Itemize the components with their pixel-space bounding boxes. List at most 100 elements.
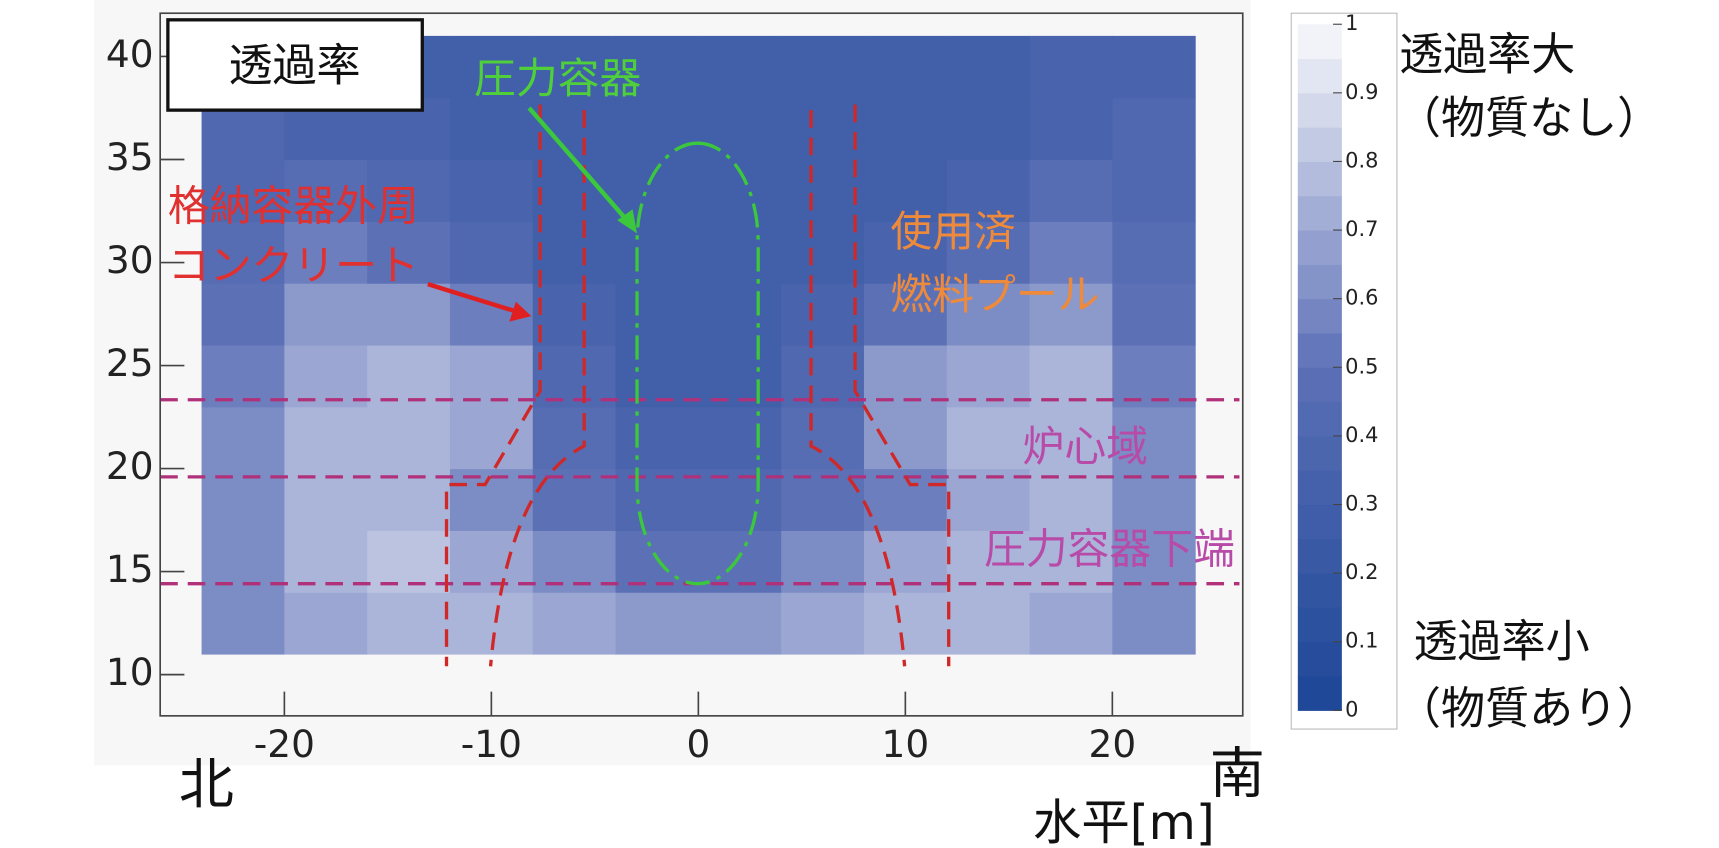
heatmap-cell (1030, 160, 1113, 222)
heatmap-cell (367, 407, 450, 469)
colorbar-band (1298, 264, 1342, 299)
colorbar-label: 透過率大 (1399, 29, 1575, 80)
colorbar-band (1298, 539, 1342, 574)
annotation: コンクリート (168, 241, 419, 290)
y-tick-label: 15 (106, 547, 154, 591)
annotation: 使用済 (890, 207, 1016, 256)
heatmap-cell (781, 592, 864, 654)
heatmap-cell (533, 283, 616, 345)
colorbar-tick-label: 0.5 (1345, 354, 1378, 378)
heatmap-cell (202, 407, 285, 469)
colorbar-tick-label: 0.3 (1345, 492, 1378, 516)
x-tick-label: 0 (686, 722, 710, 766)
colorbar-tick-label: 0.7 (1345, 217, 1378, 241)
colorbar-tick-label: 0.9 (1345, 80, 1378, 104)
heatmap-cell (450, 345, 533, 407)
colorbar-band (1298, 402, 1342, 437)
colorbar-band (1298, 333, 1342, 368)
chart-title: 透過率 (228, 40, 360, 91)
heatmap-cell (284, 345, 367, 407)
colorbar-tick-label: 0.4 (1345, 423, 1378, 447)
heatmap-cell (284, 592, 367, 654)
x-axis-label: 水平[m] (1033, 795, 1215, 848)
colorbar-label: 透過率小 (1413, 616, 1589, 667)
y-tick-label: 25 (106, 341, 154, 385)
annotation: 圧力容器下端 (984, 524, 1235, 573)
y-tick-label: 35 (106, 135, 154, 179)
heatmap-cell (616, 98, 699, 160)
colorbar-band (1298, 436, 1342, 471)
heatmap-cell (1030, 36, 1113, 98)
heatmap-cell (284, 283, 367, 345)
heatmap-cell (864, 345, 947, 407)
y-tick-label: 40 (106, 32, 154, 76)
heatmap-cell (450, 160, 533, 222)
heatmap-cell (202, 345, 285, 407)
heatmap-cell (616, 221, 699, 283)
heatmap-cell (1112, 283, 1195, 345)
colorbar-tick-label: 0.1 (1345, 629, 1378, 653)
heatmap-cell (947, 345, 1030, 407)
colorbar-band (1298, 93, 1342, 128)
colorbar-band (1298, 607, 1342, 642)
annotation: 格納容器外周 (168, 182, 419, 231)
annotation: 圧力容器 (474, 54, 641, 103)
heatmap-cell (781, 36, 864, 98)
heatmap-cell (781, 160, 864, 222)
heatmap-cell (947, 98, 1030, 160)
heatmap-cell (616, 407, 699, 469)
heatmap-cell (1112, 36, 1195, 98)
colorbar-tick-label: 0.2 (1345, 560, 1378, 584)
x-tick-label: -20 (254, 722, 315, 766)
direction-label: 南 (1210, 742, 1265, 806)
chart: -20-100102010152025303540 透過率 圧力容器 格納容器外… (0, 0, 1719, 848)
colorbar-band (1298, 24, 1342, 59)
heatmap-cell (781, 345, 864, 407)
heatmap-cell (533, 221, 616, 283)
heatmap-cell (864, 36, 947, 98)
heatmap-cell (616, 592, 699, 654)
heatmap-cell (698, 592, 781, 654)
annotation: 炉心域 (1022, 422, 1148, 471)
colorbar-tick-label: 0.6 (1345, 286, 1378, 310)
heatmap-cell (616, 345, 699, 407)
heatmap-cell (533, 592, 616, 654)
heatmap-cell (1112, 221, 1195, 283)
x-tick-label: 10 (882, 722, 930, 766)
direction-label: 北 (179, 753, 234, 817)
y-tick-label: 20 (106, 444, 154, 488)
colorbar-label: （物質なし） (1397, 93, 1661, 144)
colorbar-band (1298, 230, 1342, 265)
heatmap-cell (864, 407, 947, 469)
heatmap-cell (698, 283, 781, 345)
colorbar-band (1298, 676, 1342, 711)
colorbar-band (1298, 161, 1342, 196)
colorbar-tick-label: 1 (1345, 11, 1358, 35)
heatmap-cell (1112, 98, 1195, 160)
colorbar-band (1298, 299, 1342, 334)
heatmap-cell (864, 592, 947, 654)
heatmap-cell (202, 283, 285, 345)
heatmap-cell (947, 36, 1030, 98)
heatmap-cell (947, 592, 1030, 654)
colorbar-tick-label: 0 (1345, 697, 1358, 721)
heatmap-cell (367, 345, 450, 407)
heatmap-cell (1030, 592, 1113, 654)
heatmap-cell (864, 98, 947, 160)
colorbar-band (1298, 127, 1342, 162)
x-tick-label: 20 (1089, 722, 1137, 766)
heatmap-cell (284, 407, 367, 469)
heatmap-cell (1030, 98, 1113, 160)
annotation: 燃料プール (890, 270, 1099, 319)
colorbar-band (1298, 59, 1342, 94)
heatmap-cell (616, 283, 699, 345)
heatmap-cell (781, 98, 864, 160)
colorbar-band (1298, 470, 1342, 505)
x-tick-label: -10 (461, 722, 522, 766)
colorbar-label: （物質あり） (1397, 683, 1661, 734)
colorbar-band (1298, 367, 1342, 402)
heatmap-cell (698, 407, 781, 469)
heatmap-cell (698, 345, 781, 407)
heatmap-cell (698, 221, 781, 283)
heatmap-cell (367, 592, 450, 654)
